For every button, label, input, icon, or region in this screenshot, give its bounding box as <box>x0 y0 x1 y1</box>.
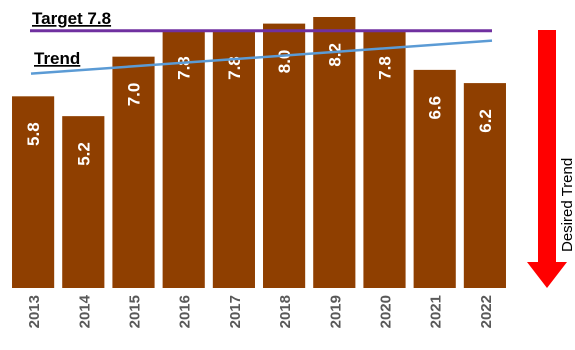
bar-value-label-2019: 8.2 <box>325 43 344 67</box>
bar-2019 <box>313 17 356 288</box>
bar-value-label-2020: 7.8 <box>376 56 395 80</box>
trend-label: Trend <box>34 49 80 68</box>
bar-value-label-2021: 6.6 <box>426 96 445 120</box>
x-tick-2015: 2015 <box>127 295 144 328</box>
x-tick-2022: 2022 <box>478 295 495 328</box>
arrow-shaft <box>538 30 556 264</box>
bar-2020 <box>363 30 406 288</box>
bar-value-label-2014: 5.2 <box>74 142 93 166</box>
desired-trend-label: Desired Trend <box>559 158 575 252</box>
bar-2017 <box>212 30 255 288</box>
bar-2016 <box>162 30 205 288</box>
bar-2022 <box>463 83 506 288</box>
bar-value-label-2015: 7.0 <box>125 83 144 107</box>
arrow-head <box>527 262 567 288</box>
x-tick-labels: 2013 2014 2015 2016 2017 2018 2019 2020 2021 2022 <box>26 294 495 328</box>
x-tick-2017: 2017 <box>227 295 244 328</box>
bar-2018 <box>263 23 306 289</box>
target-label: Target 7.8 <box>32 9 111 28</box>
bar-value-label-2013: 5.8 <box>24 122 43 146</box>
x-tick-2013: 2013 <box>26 295 43 328</box>
bar-value-label-2022: 6.2 <box>476 109 495 133</box>
desired-trend-arrow <box>527 30 567 288</box>
x-tick-2016: 2016 <box>177 295 194 328</box>
x-tick-2021: 2021 <box>428 295 445 328</box>
x-tick-2020: 2020 <box>378 295 395 328</box>
trend-line <box>30 39 493 75</box>
bar-value-label-2018: 8.0 <box>275 50 294 74</box>
bar-2021 <box>413 69 456 288</box>
x-tick-2019: 2019 <box>327 295 344 328</box>
bar-2013 <box>12 96 55 288</box>
bars-group <box>12 17 506 289</box>
bar-value-label-2017: 7.8 <box>225 56 244 80</box>
bar-2014 <box>62 116 105 289</box>
bar-value-label-2016: 7.8 <box>175 56 194 80</box>
bar-2015 <box>112 56 155 288</box>
x-tick-2018: 2018 <box>277 295 294 328</box>
x-tick-2014: 2014 <box>76 294 93 328</box>
